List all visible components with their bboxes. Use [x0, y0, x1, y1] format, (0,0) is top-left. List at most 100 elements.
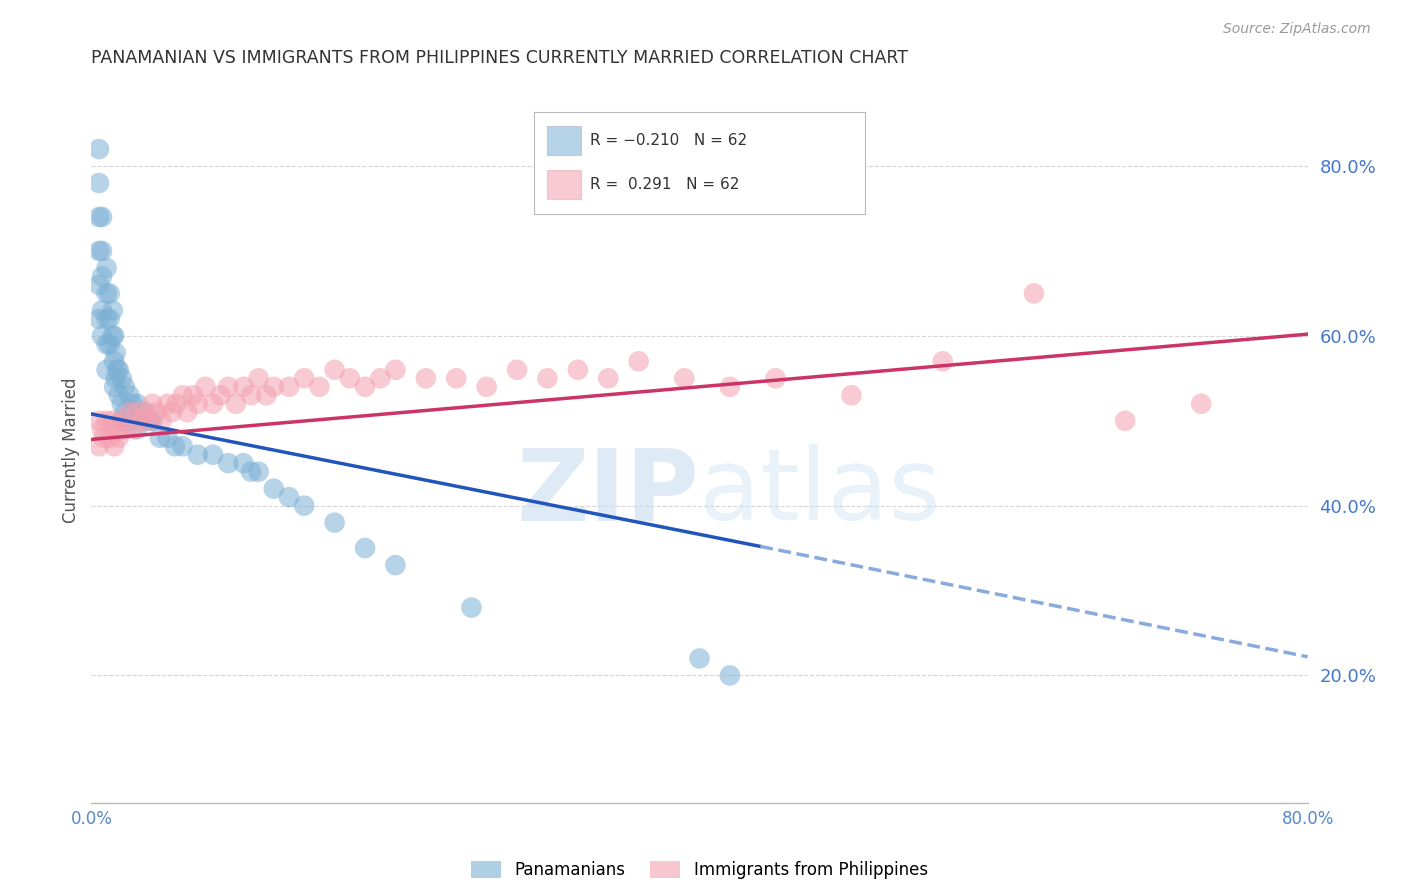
- Point: [460, 600, 482, 615]
- Point: [172, 439, 194, 453]
- Point: [96, 363, 118, 377]
- Point: [87, 210, 110, 224]
- Point: [278, 490, 301, 504]
- Point: [96, 337, 118, 351]
- Text: atlas: atlas: [699, 444, 941, 541]
- Bar: [547, 126, 581, 154]
- Point: [121, 397, 143, 411]
- Point: [254, 388, 277, 402]
- Point: [202, 448, 225, 462]
- Point: [91, 422, 114, 436]
- Point: [104, 422, 127, 436]
- Point: [107, 363, 129, 377]
- Point: [134, 405, 156, 419]
- Point: [765, 371, 787, 385]
- Point: [718, 380, 741, 394]
- Point: [114, 380, 136, 394]
- Bar: [547, 170, 581, 199]
- Point: [931, 354, 953, 368]
- Point: [87, 414, 110, 428]
- Point: [176, 405, 198, 419]
- Text: PANAMANIAN VS IMMIGRANTS FROM PHILIPPINES CURRENTLY MARRIED CORRELATION CHART: PANAMANIAN VS IMMIGRANTS FROM PHILIPPINE…: [91, 49, 908, 67]
- Text: Source: ZipAtlas.com: Source: ZipAtlas.com: [1223, 22, 1371, 37]
- Point: [567, 363, 589, 377]
- Point: [98, 337, 121, 351]
- Point: [323, 363, 346, 377]
- Point: [87, 176, 110, 190]
- Point: [131, 414, 153, 428]
- Point: [292, 371, 315, 385]
- Point: [688, 651, 710, 665]
- Point: [103, 380, 125, 394]
- Point: [718, 668, 741, 682]
- Point: [96, 260, 118, 275]
- Point: [598, 371, 620, 385]
- Point: [415, 371, 437, 385]
- Point: [107, 388, 129, 402]
- Point: [93, 431, 115, 445]
- Y-axis label: Currently Married: Currently Married: [62, 377, 80, 524]
- Point: [354, 541, 377, 555]
- Point: [673, 371, 696, 385]
- Text: R =  0.291   N = 62: R = 0.291 N = 62: [591, 177, 740, 192]
- Point: [247, 465, 270, 479]
- Point: [354, 380, 377, 394]
- Point: [217, 380, 239, 394]
- Point: [98, 286, 121, 301]
- Point: [150, 414, 173, 428]
- Point: [841, 388, 863, 402]
- Point: [91, 269, 114, 284]
- Point: [1189, 397, 1212, 411]
- Point: [263, 482, 285, 496]
- Point: [209, 388, 232, 402]
- Point: [217, 456, 239, 470]
- Point: [104, 371, 127, 385]
- Point: [103, 439, 125, 453]
- Point: [138, 414, 160, 428]
- Point: [232, 456, 254, 470]
- Point: [181, 388, 204, 402]
- Point: [160, 405, 183, 419]
- Point: [384, 363, 406, 377]
- Point: [111, 371, 134, 385]
- Point: [118, 405, 141, 419]
- Point: [323, 516, 346, 530]
- Point: [118, 388, 141, 402]
- Point: [240, 388, 263, 402]
- Point: [87, 244, 110, 258]
- Point: [339, 371, 361, 385]
- Point: [1114, 414, 1136, 428]
- Legend: Panamanians, Immigrants from Philippines: Panamanians, Immigrants from Philippines: [464, 855, 935, 886]
- Point: [166, 397, 188, 411]
- Point: [232, 380, 254, 394]
- Point: [225, 397, 247, 411]
- Point: [104, 346, 127, 360]
- Point: [627, 354, 650, 368]
- Point: [114, 405, 136, 419]
- Point: [125, 405, 148, 419]
- Point: [103, 329, 125, 343]
- Point: [111, 414, 134, 428]
- Point: [278, 380, 301, 394]
- Point: [91, 244, 114, 258]
- Point: [103, 354, 125, 368]
- Point: [101, 303, 124, 318]
- Point: [163, 439, 186, 453]
- Point: [475, 380, 498, 394]
- Point: [187, 397, 209, 411]
- Point: [125, 422, 148, 436]
- Point: [122, 422, 145, 436]
- Point: [141, 414, 163, 428]
- Point: [101, 414, 124, 428]
- Point: [87, 142, 110, 156]
- Point: [141, 397, 163, 411]
- Point: [91, 210, 114, 224]
- Point: [87, 311, 110, 326]
- Point: [91, 303, 114, 318]
- Point: [138, 414, 160, 428]
- Point: [308, 380, 330, 394]
- Point: [263, 380, 285, 394]
- Point: [87, 277, 110, 292]
- Text: ZIP: ZIP: [516, 444, 699, 541]
- Point: [125, 397, 148, 411]
